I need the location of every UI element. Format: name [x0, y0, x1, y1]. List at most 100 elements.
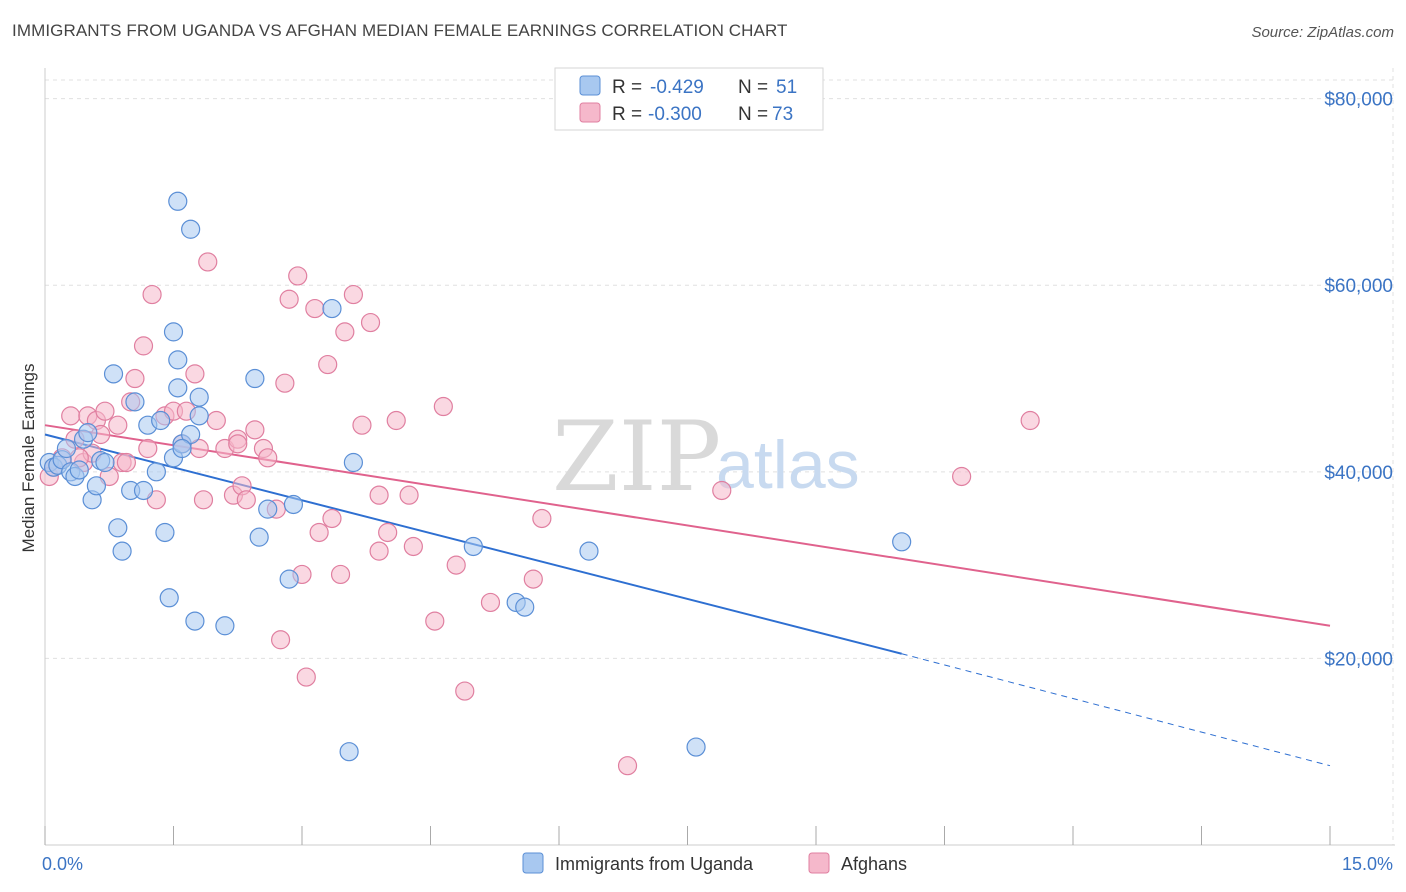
point-afghans-24	[185, 364, 205, 384]
chart-title: IMMIGRANTS FROM UGANDA VS AFGHAN MEDIAN …	[12, 21, 788, 40]
point-uganda-43	[322, 298, 342, 319]
point-afghans-25	[193, 490, 214, 510]
legend-r-label-afghans: R =	[612, 104, 642, 125]
point-afghans-18	[142, 284, 162, 305]
point-uganda-30	[172, 438, 192, 459]
point-afghans-60	[455, 681, 475, 701]
point-afghans-19	[146, 490, 166, 510]
point-uganda-21	[146, 462, 166, 482]
point-afghans-66	[952, 466, 972, 487]
point-afghans-62	[523, 569, 543, 589]
point-uganda-51	[892, 532, 912, 552]
point-uganda-42	[283, 494, 304, 515]
point-afghans-57	[425, 611, 445, 631]
point-afghans-59	[446, 555, 466, 575]
axes	[44, 68, 1395, 846]
legend-n-label-afghans: N =	[738, 104, 768, 125]
point-afghans-51	[360, 312, 381, 333]
point-afghans-67	[1020, 410, 1040, 431]
point-afghans-44	[309, 522, 329, 543]
point-afghans-49	[343, 284, 363, 305]
point-afghans-40	[288, 266, 308, 286]
bottom-legend-label-uganda: Immigrants from Uganda	[555, 854, 754, 874]
y-tick-labels: $20,000 $40,000 $60,000 $80,000	[1324, 90, 1393, 671]
y-axis-label: Median Female Earnings	[19, 364, 38, 553]
legend-n-label-uganda: N =	[738, 77, 768, 98]
point-uganda-13	[95, 452, 115, 473]
point-uganda-19	[133, 480, 154, 501]
point-uganda-16	[112, 541, 132, 561]
point-afghans-50	[352, 415, 372, 435]
point-afghans-63	[532, 508, 552, 529]
legend-swatch-afghans	[579, 102, 601, 123]
point-afghans-42	[296, 667, 316, 687]
point-uganda-38	[245, 368, 265, 389]
point-uganda-45	[343, 452, 363, 473]
point-afghans-70	[228, 434, 248, 454]
stats-legend: R = -0.429 N = 51 R = -0.300 N = 73	[554, 67, 824, 131]
point-afghans-52	[369, 541, 389, 561]
point-afghans-17	[138, 438, 158, 459]
point-afghans-53	[378, 522, 398, 543]
point-afghans-10	[95, 401, 115, 421]
point-uganda-32	[163, 322, 184, 342]
point-afghans-26	[198, 252, 218, 272]
point-afghans-43	[305, 298, 325, 319]
point-afghans-45	[318, 354, 338, 375]
bottom-legend-label-afghans: Afghans	[841, 854, 907, 874]
series-legend: Immigrants from Uganda Afghans	[522, 852, 907, 874]
y-tick-label-3: $80,000	[1324, 90, 1393, 111]
legend-swatch-uganda	[579, 75, 601, 96]
chart-source: Source: ZipAtlas.com	[1251, 24, 1394, 41]
legend-r-value-uganda: -0.429	[650, 77, 704, 98]
point-afghans-37	[270, 630, 291, 650]
point-uganda-18	[125, 392, 145, 412]
trend-line-uganda-extension	[901, 653, 1331, 767]
point-uganda-22	[151, 410, 171, 431]
point-uganda-7	[69, 460, 89, 480]
point-uganda-29	[185, 611, 205, 631]
point-uganda-4	[56, 438, 77, 459]
legend-r-value-afghans: -0.300	[648, 104, 702, 125]
point-afghans-55	[399, 485, 419, 505]
point-uganda-34	[181, 219, 201, 239]
point-afghans-27	[206, 410, 226, 431]
point-uganda-28	[181, 424, 201, 445]
point-uganda-35	[189, 387, 209, 407]
point-afghans-58	[433, 396, 453, 417]
point-uganda-11	[86, 476, 107, 496]
x-tick-label-1: 15.0%	[1342, 854, 1393, 874]
point-afghans-16	[133, 336, 154, 356]
point-afghans-35	[258, 448, 278, 468]
point-afghans-33	[245, 420, 265, 440]
point-afghans-46	[322, 508, 342, 529]
point-uganda-50	[686, 737, 706, 757]
point-afghans-72	[369, 485, 389, 505]
point-afghans-56	[403, 536, 423, 557]
x-tick-labels: 0.0% 15.0%	[42, 854, 1393, 874]
point-uganda-33	[168, 191, 188, 211]
point-afghans-48	[335, 322, 355, 342]
y-tick-label-2: $60,000	[1324, 276, 1393, 297]
point-uganda-26	[168, 378, 188, 398]
bottom-legend-swatch-uganda	[522, 852, 544, 874]
point-uganda-23	[155, 522, 175, 543]
point-uganda-37	[215, 616, 235, 636]
point-uganda-31	[168, 350, 188, 370]
point-afghans-38	[275, 373, 295, 393]
point-afghans-3	[61, 406, 81, 426]
point-afghans-39	[279, 289, 299, 309]
point-uganda-49	[579, 541, 599, 561]
point-uganda-40	[258, 499, 278, 519]
point-uganda-9	[78, 423, 98, 443]
point-afghans-54	[386, 410, 406, 431]
legend-r-label-uganda: R =	[612, 77, 642, 98]
y-tick-label-1: $40,000	[1324, 463, 1393, 484]
point-uganda-48	[515, 597, 535, 617]
point-afghans-15	[125, 368, 145, 389]
point-uganda-41	[279, 569, 299, 589]
point-uganda-14	[103, 364, 124, 384]
point-afghans-64	[617, 756, 638, 776]
point-uganda-46	[463, 536, 483, 557]
